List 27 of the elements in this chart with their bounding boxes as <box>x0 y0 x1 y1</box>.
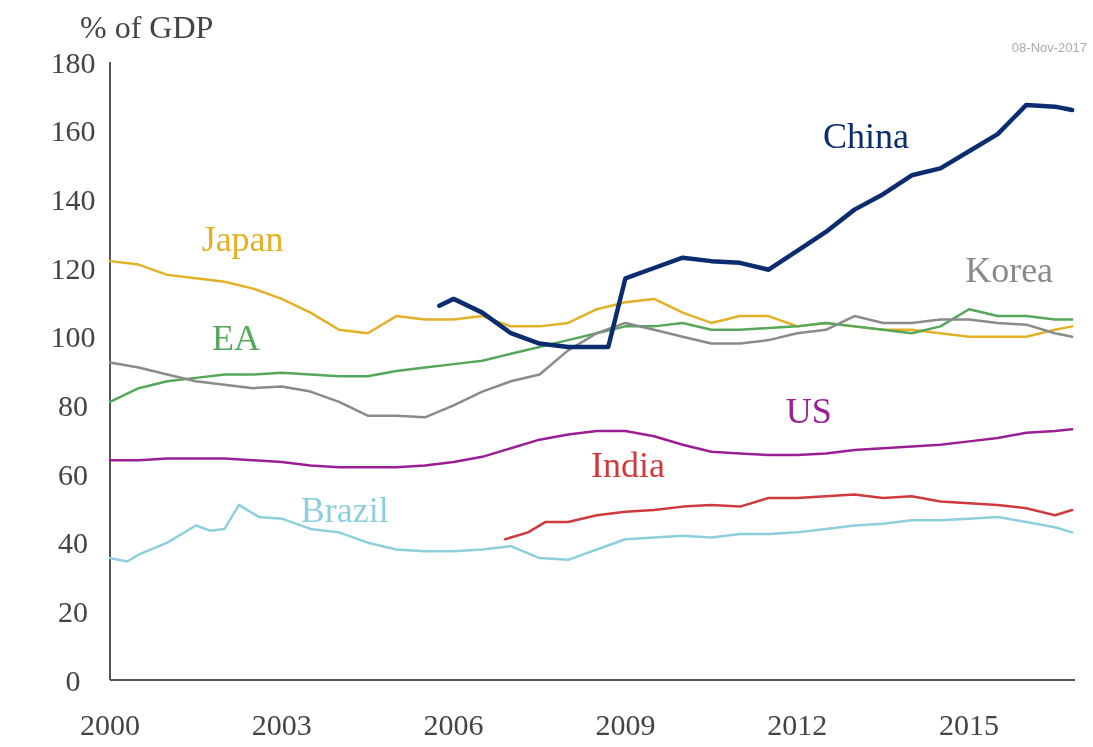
line-series <box>437 102 1075 350</box>
series-label: India <box>591 445 666 486</box>
text: 08-Nov-2017 <box>1011 40 1087 55</box>
series-label: Korea <box>965 249 1054 290</box>
y-tick-label: 160 <box>50 114 96 148</box>
x-tick-label: 2006 <box>423 708 484 741</box>
x-tick-label: 2000 <box>80 708 140 741</box>
series-label: EA <box>211 318 260 359</box>
y-tick-label: 20 <box>58 594 88 628</box>
y-tick-label: 100 <box>50 320 96 354</box>
y-tick-label: 180 <box>50 45 96 79</box>
line-series <box>503 493 1074 541</box>
x-tick-label: 2015 <box>939 708 1000 741</box>
series-label: Brazil <box>300 490 389 531</box>
y-tick-label: 80 <box>58 388 88 422</box>
x-tick-label: 2012 <box>767 708 828 741</box>
x-tick-label: 2003 <box>251 708 312 741</box>
y-tick-label: 40 <box>58 526 88 560</box>
series-label: China <box>822 115 909 156</box>
y-tick-label: 60 <box>58 457 88 491</box>
y-tick-label: 140 <box>50 182 96 216</box>
series-label: US <box>785 390 832 431</box>
y-tick-label: 120 <box>50 251 96 285</box>
x-tick-label: 2009 <box>595 708 656 741</box>
series-label: Japan <box>201 218 284 259</box>
y-tick-label: 0 <box>65 663 81 697</box>
y-axis-title: % of GDP <box>80 9 214 45</box>
